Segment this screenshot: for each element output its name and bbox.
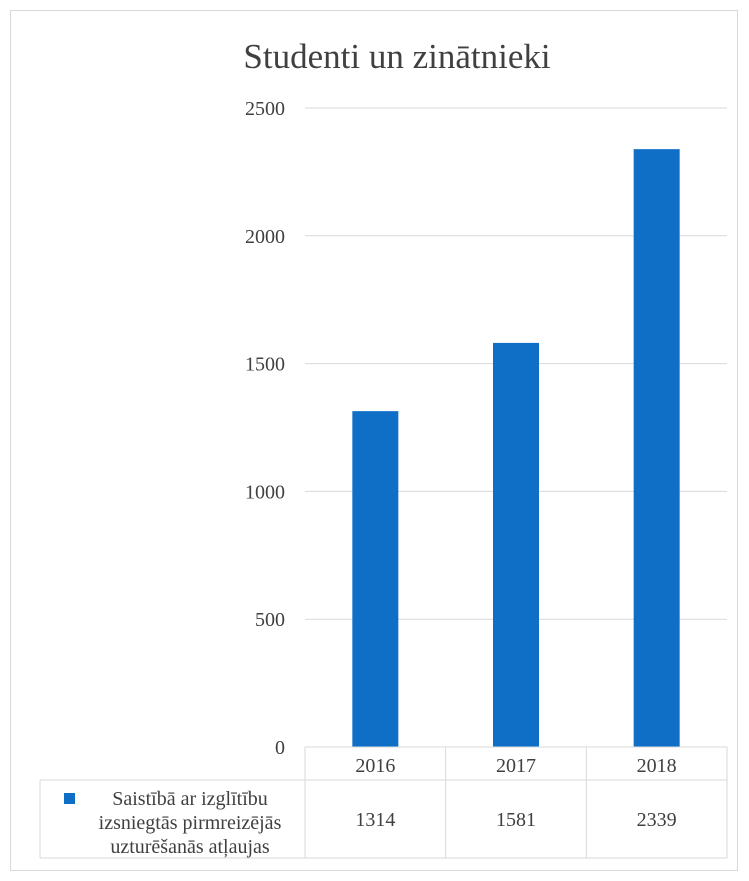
series-name: Saistībā ar izglītību izsniegtās pirmreiz…: [99, 788, 282, 858]
legend-key: [64, 793, 75, 804]
bar-2016: [352, 411, 399, 747]
x-category-label: 2017: [496, 755, 536, 777]
y-tick-label: 2500: [245, 98, 285, 120]
y-tick-label: 500: [255, 609, 285, 631]
bars: [352, 149, 680, 747]
x-category-label: 2016: [355, 755, 395, 777]
bar-2017: [493, 342, 539, 747]
data-table-value: 1314: [355, 809, 395, 831]
bar-2018: [633, 149, 680, 747]
data-table-value: 1581: [496, 809, 536, 831]
y-tick-label: 0: [275, 737, 285, 759]
y-tick-label: 1000: [245, 481, 285, 503]
y-tick-label: 2000: [245, 226, 285, 248]
y-tick-label: 1500: [245, 354, 285, 376]
chart-title: Studenti un zinātnieki: [243, 37, 550, 76]
data-table: 2016 1314 2017 1581 2018 2339 Saistībā ar izgl…: [39, 746, 728, 859]
x-category-label: 2018: [637, 755, 677, 777]
y-axis-tick-labels: 0 500 1000 1500 2000 2500: [245, 98, 285, 759]
data-table-value: 2339: [637, 809, 677, 831]
